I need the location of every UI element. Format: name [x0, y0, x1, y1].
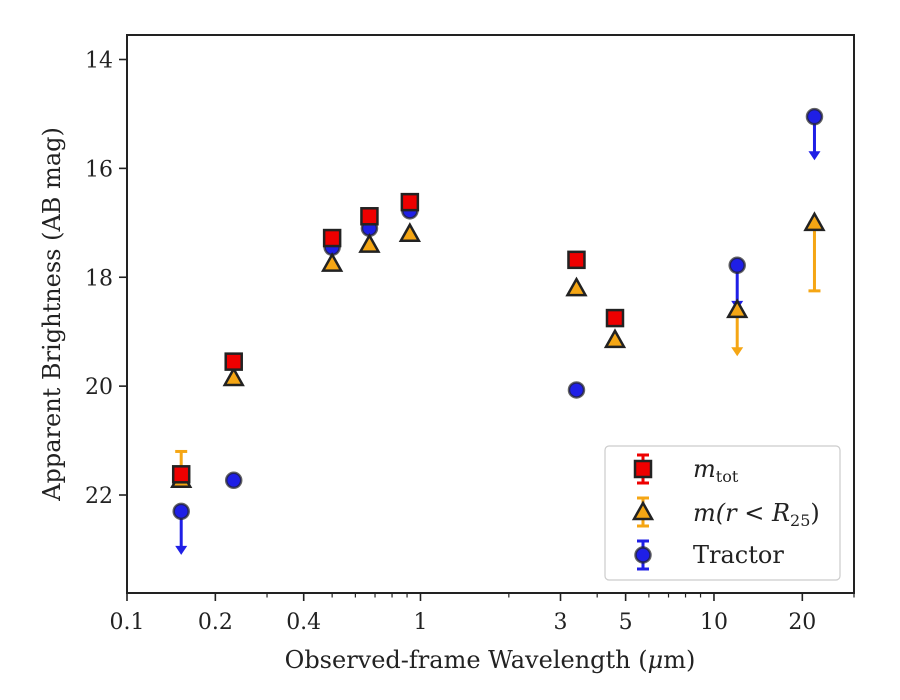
legend-m-r-close: ): [810, 499, 819, 527]
m-tot-point: [322, 228, 342, 248]
legend-tractor-label: Tractor: [693, 541, 784, 569]
y-axis-title: Apparent Brightness (AB mag): [38, 127, 66, 502]
legend-entry-tractor: Tractor: [634, 539, 784, 571]
legend-m-r-prefix: m: [693, 499, 716, 527]
legend-entry-m-r: m(r < R25): [631, 496, 820, 530]
legend-box: [604, 445, 841, 581]
legend: mtot m(r < R25) Tractor: [604, 445, 841, 581]
m-r25-point: [565, 276, 588, 297]
x-axis-title-mu: μ: [648, 646, 664, 674]
x-tick-label: 5: [619, 610, 633, 635]
x-axis-title-main: Observed-frame Wavelength (: [285, 646, 648, 674]
tractor-point: [805, 107, 824, 126]
data-markers: [170, 107, 826, 521]
legend-square-marker: [633, 459, 653, 479]
tractor-point: [728, 256, 746, 275]
y-tick-label: 20: [85, 375, 113, 400]
plot-frame: [126, 34, 855, 594]
legend-m-tot-sub: tot: [716, 467, 739, 486]
m-r25-point: [803, 211, 826, 232]
legend-m-tot-base: m: [693, 455, 716, 483]
y-tick-label: 16: [85, 157, 113, 182]
legend-entry-m-tot: mtot: [633, 453, 739, 486]
m-r25-point: [603, 328, 627, 349]
x-tick-label: 3: [554, 610, 568, 635]
upper-limit-arrowhead: [175, 545, 188, 555]
svg-text:mtot: mtot: [693, 455, 739, 486]
legend-circle-marker: [634, 546, 652, 564]
m-r25-point: [358, 233, 381, 253]
m-r25-point: [398, 222, 421, 242]
legend-triangle-marker: [631, 500, 655, 521]
upper-limit-arrowhead: [731, 347, 744, 357]
x-tick-label: 0.1: [110, 610, 145, 635]
upper-limit-arrowhead: [808, 151, 821, 161]
axis-ticks: 14 16 18 20 22 0.1 0.2 0.4 1 3 5 10 20: [85, 48, 855, 635]
m-tot-point: [400, 192, 420, 212]
y-tick-label: 22: [85, 484, 113, 509]
legend-m-r-mid: (r < R: [716, 499, 790, 527]
x-tick-label: 0.2: [198, 610, 233, 635]
m-tot-point: [224, 352, 243, 371]
x-tick-label: 0.4: [286, 610, 321, 635]
m-tot-point: [360, 207, 379, 226]
x-tick-label: 20: [788, 610, 816, 635]
x-tick-label: 1: [413, 610, 427, 635]
x-tick-label: 10: [700, 610, 728, 635]
m-tot-point: [171, 465, 191, 484]
legend-m-r-sub: 25: [790, 511, 810, 530]
y-tick-label: 18: [85, 266, 113, 291]
tractor-point: [567, 381, 586, 399]
tractor-point: [172, 502, 190, 521]
tractor-point: [224, 471, 243, 490]
m-r25-point: [726, 298, 749, 319]
y-tick-label: 14: [85, 48, 113, 73]
m-tot-point: [605, 308, 625, 328]
m-r25-point: [321, 252, 344, 272]
m-r25-point: [222, 366, 245, 387]
x-axis-title: Observed-frame Wavelength (μm): [285, 646, 696, 674]
svg-text:m(r < R25): m(r < R25): [693, 499, 820, 530]
m-tot-point: [567, 250, 586, 270]
x-axis-title-tail: m): [663, 646, 695, 674]
